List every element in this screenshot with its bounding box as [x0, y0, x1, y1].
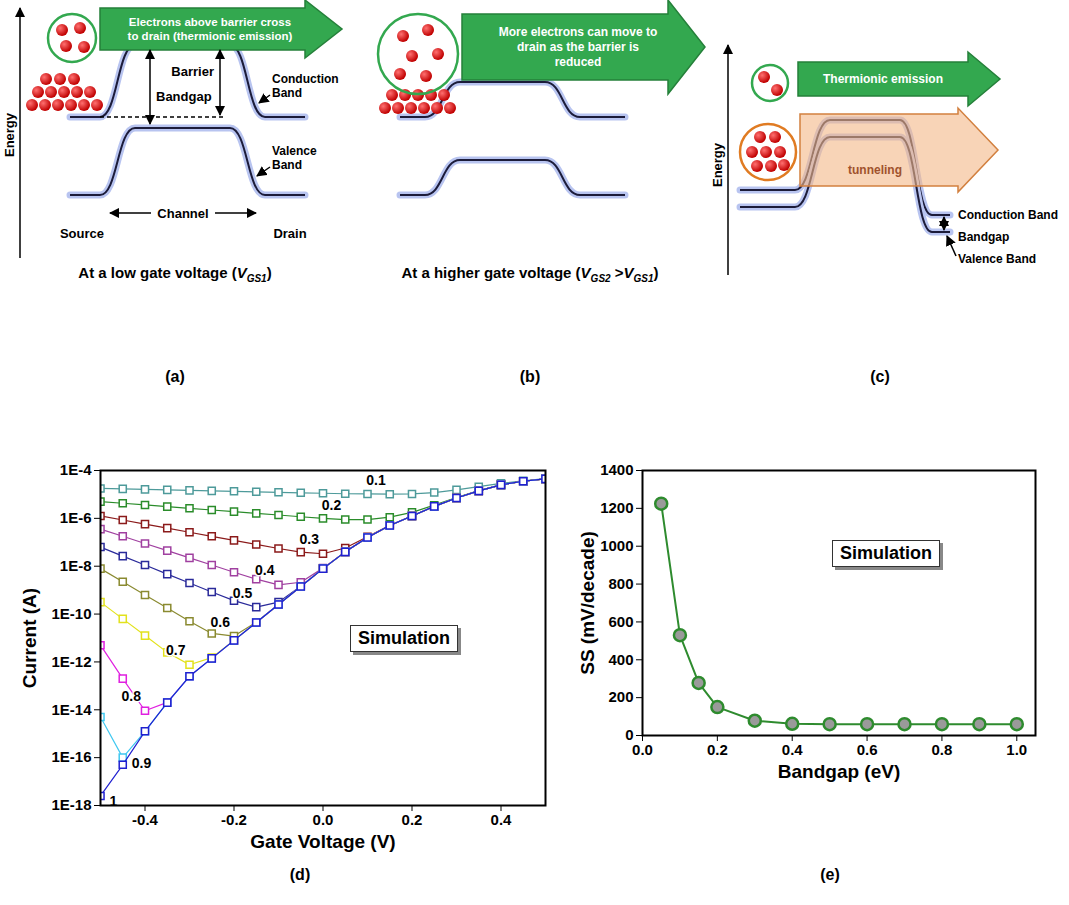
svg-text:Band: Band	[272, 158, 302, 172]
svg-text:1E-6: 1E-6	[60, 509, 92, 526]
svg-text:0.3: 0.3	[300, 531, 320, 547]
svg-text:(a): (a)	[165, 368, 185, 385]
svg-text:0.8: 0.8	[931, 741, 952, 758]
svg-text:1400: 1400	[600, 461, 633, 478]
svg-text:drain as the barrier is: drain as the barrier is	[517, 40, 639, 54]
svg-text:Barrier: Barrier	[171, 64, 214, 79]
svg-text:Energy: Energy	[2, 112, 17, 157]
svg-text:Bandgap: Bandgap	[156, 89, 212, 104]
svg-text:1E-18: 1E-18	[51, 796, 91, 813]
svg-text:At a low gate voltage (VGS1): At a low gate voltage (VGS1)	[78, 264, 271, 284]
svg-text:200: 200	[608, 688, 633, 705]
svg-text:0.9: 0.9	[132, 755, 152, 771]
svg-text:0.4: 0.4	[782, 741, 804, 758]
svg-text:0.4: 0.4	[255, 562, 275, 578]
svg-text:0.6: 0.6	[857, 741, 878, 758]
svg-text:0.2: 0.2	[322, 497, 342, 513]
svg-text:1E-12: 1E-12	[51, 653, 91, 670]
svg-text:0.7: 0.7	[166, 642, 186, 658]
svg-text:Current (A): Current (A)	[19, 588, 40, 688]
svg-text:1E-14: 1E-14	[51, 701, 92, 718]
svg-text:Bandgap (eV): Bandgap (eV)	[778, 761, 900, 782]
svg-text:0.0: 0.0	[313, 811, 334, 828]
svg-text:Channel: Channel	[157, 206, 208, 221]
svg-text:0.5: 0.5	[233, 585, 253, 601]
svg-text:Valence: Valence	[272, 144, 317, 158]
svg-text:0.4: 0.4	[491, 811, 513, 828]
svg-text:Electrons above barrier cross: Electrons above barrier cross	[129, 16, 291, 28]
svg-text:1000: 1000	[600, 537, 633, 554]
svg-text:Valence Band: Valence Band	[958, 252, 1036, 266]
svg-text:-0.4: -0.4	[132, 811, 159, 828]
svg-text:At a higher gate voltage (VGS2: At a higher gate voltage (VGS2 >VGS1)	[401, 264, 658, 284]
svg-text:-0.2: -0.2	[221, 811, 247, 828]
html-text:(e): (e)	[820, 866, 840, 883]
svg-text:0.0: 0.0	[632, 741, 653, 758]
html-text:(d): (d)	[289, 866, 311, 883]
svg-text:0.8: 0.8	[122, 688, 142, 704]
svg-text:Band: Band	[272, 86, 302, 100]
svg-text:1E-10: 1E-10	[51, 605, 91, 622]
svg-text:reduced: reduced	[555, 55, 602, 69]
svg-text:Gate Voltage (V): Gate Voltage (V)	[250, 831, 395, 852]
svg-text:0.2: 0.2	[707, 741, 728, 758]
svg-text:400: 400	[608, 651, 633, 668]
html-text:Simulation: Simulation	[358, 628, 450, 648]
html-text:Simulation: Simulation	[840, 543, 932, 563]
svg-text:to drain (thermionic emission): to drain (thermionic emission)	[128, 30, 293, 42]
svg-text:600: 600	[608, 613, 633, 630]
svg-text:1200: 1200	[600, 499, 633, 516]
svg-text:0.2: 0.2	[402, 811, 423, 828]
svg-text:SS (mV/decade): SS (mV/decade)	[577, 531, 598, 675]
svg-text:(b): (b)	[520, 368, 540, 385]
svg-text:0.6: 0.6	[211, 614, 231, 630]
svg-text:1E-4: 1E-4	[60, 461, 92, 478]
svg-text:Bandgap: Bandgap	[958, 230, 1009, 244]
svg-text:Energy: Energy	[710, 142, 725, 187]
svg-text:0.1: 0.1	[366, 472, 386, 488]
svg-text:1E-8: 1E-8	[60, 557, 92, 574]
svg-text:800: 800	[608, 575, 633, 592]
svg-text:Conduction: Conduction	[272, 72, 339, 86]
svg-text:Conduction Band: Conduction Band	[958, 208, 1058, 222]
svg-text:More electrons can move to: More electrons can move to	[499, 25, 658, 39]
svg-text:Source: Source	[60, 226, 104, 241]
svg-text:1E-16: 1E-16	[51, 748, 91, 765]
svg-text:(c): (c)	[870, 368, 890, 385]
svg-text:tunneling: tunneling	[848, 163, 902, 177]
svg-text:Thermionic emission: Thermionic emission	[823, 72, 943, 86]
svg-text:Drain: Drain	[273, 226, 306, 241]
svg-text:0: 0	[625, 726, 634, 744]
svg-text:1: 1	[110, 793, 118, 809]
svg-text:1.0: 1.0	[1006, 741, 1027, 758]
